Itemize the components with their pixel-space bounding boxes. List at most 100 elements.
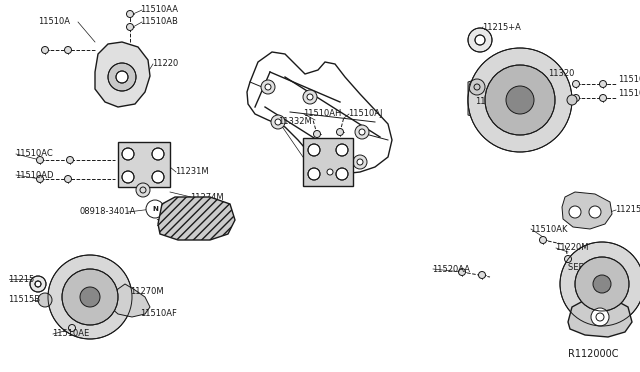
Circle shape — [68, 324, 76, 331]
Text: 11215M: 11215M — [615, 205, 640, 215]
Circle shape — [353, 155, 367, 169]
Circle shape — [65, 176, 72, 183]
Polygon shape — [95, 42, 150, 107]
Text: 11515B: 11515B — [8, 295, 40, 305]
Circle shape — [122, 148, 134, 160]
Circle shape — [591, 308, 609, 326]
Circle shape — [308, 144, 320, 156]
Circle shape — [589, 206, 601, 218]
Polygon shape — [468, 75, 505, 122]
Polygon shape — [562, 192, 612, 229]
Circle shape — [506, 86, 534, 114]
Circle shape — [569, 206, 581, 218]
Text: 08918-3401A: 08918-3401A — [80, 208, 136, 217]
Text: 11510AA: 11510AA — [140, 6, 178, 15]
Circle shape — [275, 119, 281, 125]
Circle shape — [35, 281, 41, 287]
Circle shape — [485, 65, 555, 135]
Circle shape — [337, 128, 344, 135]
Circle shape — [261, 80, 275, 94]
Text: 11515BA: 11515BA — [475, 97, 513, 106]
Circle shape — [357, 159, 363, 165]
Bar — [118, 142, 170, 187]
Circle shape — [303, 90, 317, 104]
Text: N: N — [152, 206, 158, 212]
Polygon shape — [158, 197, 235, 240]
Circle shape — [458, 269, 465, 276]
Circle shape — [307, 94, 313, 100]
Circle shape — [600, 80, 607, 87]
Text: 11510AC: 11510AC — [15, 150, 52, 158]
Circle shape — [323, 165, 337, 179]
Circle shape — [564, 256, 572, 263]
Circle shape — [42, 46, 49, 54]
Text: 11510AJ: 11510AJ — [348, 109, 383, 119]
Circle shape — [146, 200, 164, 218]
Circle shape — [336, 144, 348, 156]
Circle shape — [30, 276, 46, 292]
Text: 11215+A: 11215+A — [482, 22, 521, 32]
Text: 11510A: 11510A — [38, 17, 70, 26]
Circle shape — [116, 71, 128, 83]
Circle shape — [336, 168, 348, 180]
Text: 11520AA: 11520AA — [432, 264, 470, 273]
Text: 11510AE: 11510AE — [618, 90, 640, 99]
Circle shape — [65, 46, 72, 54]
Text: 11215: 11215 — [8, 275, 35, 283]
Circle shape — [265, 84, 271, 90]
Circle shape — [152, 171, 164, 183]
Circle shape — [560, 242, 640, 326]
Circle shape — [48, 255, 132, 339]
Circle shape — [593, 275, 611, 293]
Circle shape — [38, 293, 52, 307]
Circle shape — [67, 157, 74, 164]
Circle shape — [355, 125, 369, 139]
Circle shape — [479, 272, 486, 279]
Circle shape — [468, 48, 572, 152]
Text: 11510AF: 11510AF — [140, 310, 177, 318]
Circle shape — [359, 129, 365, 135]
Bar — [303, 138, 353, 186]
Text: 11332M: 11332M — [278, 118, 312, 126]
Circle shape — [314, 131, 321, 138]
Text: 11320: 11320 — [548, 70, 574, 78]
Text: 11270M: 11270M — [130, 288, 164, 296]
Circle shape — [271, 115, 285, 129]
Text: 11274M: 11274M — [190, 192, 223, 202]
Circle shape — [573, 94, 579, 102]
Circle shape — [62, 269, 118, 325]
Circle shape — [127, 23, 134, 31]
Text: SEE SEC.750: SEE SEC.750 — [568, 263, 621, 272]
Circle shape — [122, 171, 134, 183]
Circle shape — [80, 287, 100, 307]
Circle shape — [36, 176, 44, 183]
Text: 11510AB: 11510AB — [140, 17, 178, 26]
Text: 11220: 11220 — [152, 60, 179, 68]
Circle shape — [468, 28, 492, 52]
Polygon shape — [568, 300, 632, 337]
Circle shape — [152, 148, 164, 160]
Circle shape — [475, 35, 485, 45]
Text: R112000C: R112000C — [568, 349, 618, 359]
Polygon shape — [110, 284, 150, 317]
Circle shape — [575, 257, 629, 311]
Circle shape — [136, 183, 150, 197]
Circle shape — [600, 94, 607, 102]
Circle shape — [573, 80, 579, 87]
Circle shape — [127, 10, 134, 17]
Circle shape — [567, 95, 577, 105]
Text: 11520A: 11520A — [155, 219, 187, 228]
Circle shape — [540, 237, 547, 244]
Text: 11510AK: 11510AK — [530, 224, 568, 234]
Circle shape — [327, 169, 333, 175]
Text: 11510AG: 11510AG — [618, 76, 640, 84]
Text: 11220M: 11220M — [555, 244, 589, 253]
Circle shape — [469, 79, 485, 95]
Text: 11510AE: 11510AE — [52, 330, 89, 339]
Text: 11510AH: 11510AH — [303, 109, 341, 119]
Text: 11510AD: 11510AD — [15, 170, 54, 180]
Circle shape — [108, 63, 136, 91]
Text: 11231M: 11231M — [175, 167, 209, 176]
Circle shape — [36, 157, 44, 164]
Circle shape — [308, 168, 320, 180]
